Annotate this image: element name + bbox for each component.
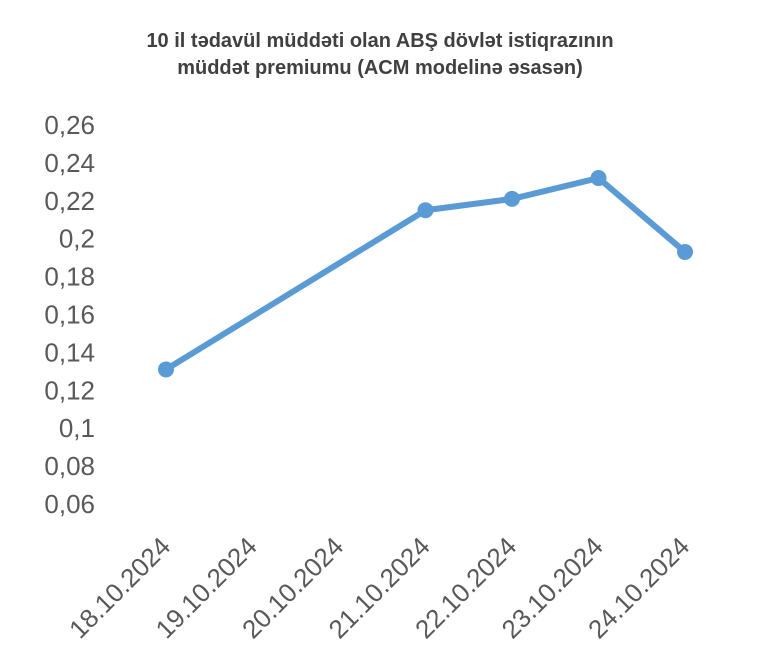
y-tick-label: 0,1	[59, 413, 95, 443]
chart-title: 10 il tədavül müddəti olan ABŞ dövlət is…	[0, 28, 760, 82]
y-tick-label: 0,08	[44, 451, 95, 481]
data-point	[417, 202, 434, 219]
data-point	[504, 190, 520, 207]
y-tick-label: 0,18	[44, 262, 95, 292]
y-tick-label: 0,16	[44, 300, 95, 330]
y-tick-label: 0,14	[44, 337, 95, 367]
data-point	[158, 361, 174, 378]
y-tick-label: 0,22	[44, 186, 95, 216]
y-tick-label: 0,26	[44, 110, 95, 140]
y-tick-label: 0,24	[44, 148, 95, 178]
data-point	[677, 243, 693, 260]
y-tick-label: 0,06	[44, 489, 95, 519]
data-point	[590, 170, 607, 187]
chart-title-line-1: 10 il tədavül müddəti olan ABŞ dövlət is…	[146, 30, 614, 52]
y-tick-label: 0,2	[59, 224, 95, 254]
chart-title-line-2: müddət premiumu (ACM modelinə əsasən)	[177, 57, 583, 79]
y-tick-label: 0,12	[44, 375, 95, 405]
